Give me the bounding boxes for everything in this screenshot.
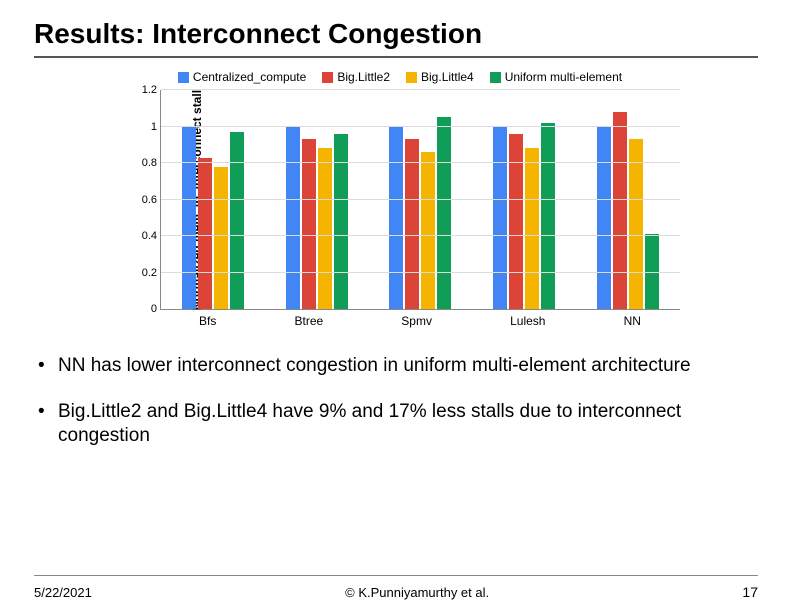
legend-item: Big.Little4 [406,70,474,84]
bar-group [389,90,451,309]
legend-swatch [490,72,501,83]
chart-bar-groups [161,90,680,309]
legend-label: Big.Little2 [337,70,390,84]
bar-group [286,90,348,309]
ytick-label: 0 [133,303,157,315]
footer-page-number: 17 [742,584,758,600]
chart-plot: Normalized mem_to_interconnect stall 00.… [160,90,680,310]
bar [214,167,228,309]
footer-divider [34,575,758,576]
ytick-label: 1.2 [133,84,157,96]
legend-label: Uniform multi-element [505,70,622,84]
bar-group [182,90,244,309]
ytick-label: 0.2 [133,267,157,279]
ytick-label: 0.4 [133,230,157,242]
gridline [161,162,680,163]
bar [230,132,244,309]
bar [493,127,507,310]
legend-swatch [322,72,333,83]
bar [182,127,196,310]
chart-legend: Centralized_compute Big.Little2 Big.Little… [120,68,680,90]
bar [198,158,212,309]
legend-swatch [406,72,417,83]
bar [525,148,539,309]
bar [541,123,555,309]
gridline [161,89,680,90]
ytick-label: 0.8 [133,157,157,169]
xtick-label: Lulesh [510,314,545,328]
slide-title: Results: Interconnect Congestion [34,18,758,58]
chart-container: Centralized_compute Big.Little2 Big.Little… [120,68,680,328]
footer-copyright: © K.Punniyamurthy et al. [92,585,743,600]
bar [318,148,332,309]
chart-xlabels: Bfs Btree Spmv Lulesh NN [160,310,680,328]
gridline [161,272,680,273]
legend-item: Centralized_compute [178,70,306,84]
footer: 5/22/2021 © K.Punniyamurthy et al. 17 [34,584,758,600]
gridline [161,235,680,236]
bar [421,152,435,309]
ytick-label: 1 [133,121,157,133]
xtick-label: Bfs [199,314,216,328]
bar [629,139,643,309]
xtick-label: NN [624,314,641,328]
footer-date: 5/22/2021 [34,585,92,600]
bar [613,112,627,309]
bullet-item: Big.Little2 and Big.Little4 have 9% and … [34,400,758,448]
legend-label: Centralized_compute [193,70,306,84]
bar [302,139,316,309]
bullet-item: NN has lower interconnect congestion in … [34,354,758,378]
xtick-label: Btree [295,314,324,328]
ytick-label: 0.6 [133,194,157,206]
bar [389,127,403,310]
bar [437,117,451,309]
bullet-list: NN has lower interconnect congestion in … [34,354,758,447]
bar [334,134,348,309]
bar-group [597,90,659,309]
legend-item: Uniform multi-element [490,70,622,84]
bar [286,127,300,310]
legend-label: Big.Little4 [421,70,474,84]
bar [405,139,419,309]
bar [597,127,611,310]
gridline [161,126,680,127]
legend-item: Big.Little2 [322,70,390,84]
bar [509,134,523,309]
gridline [161,199,680,200]
bar-group [493,90,555,309]
xtick-label: Spmv [401,314,432,328]
legend-swatch [178,72,189,83]
